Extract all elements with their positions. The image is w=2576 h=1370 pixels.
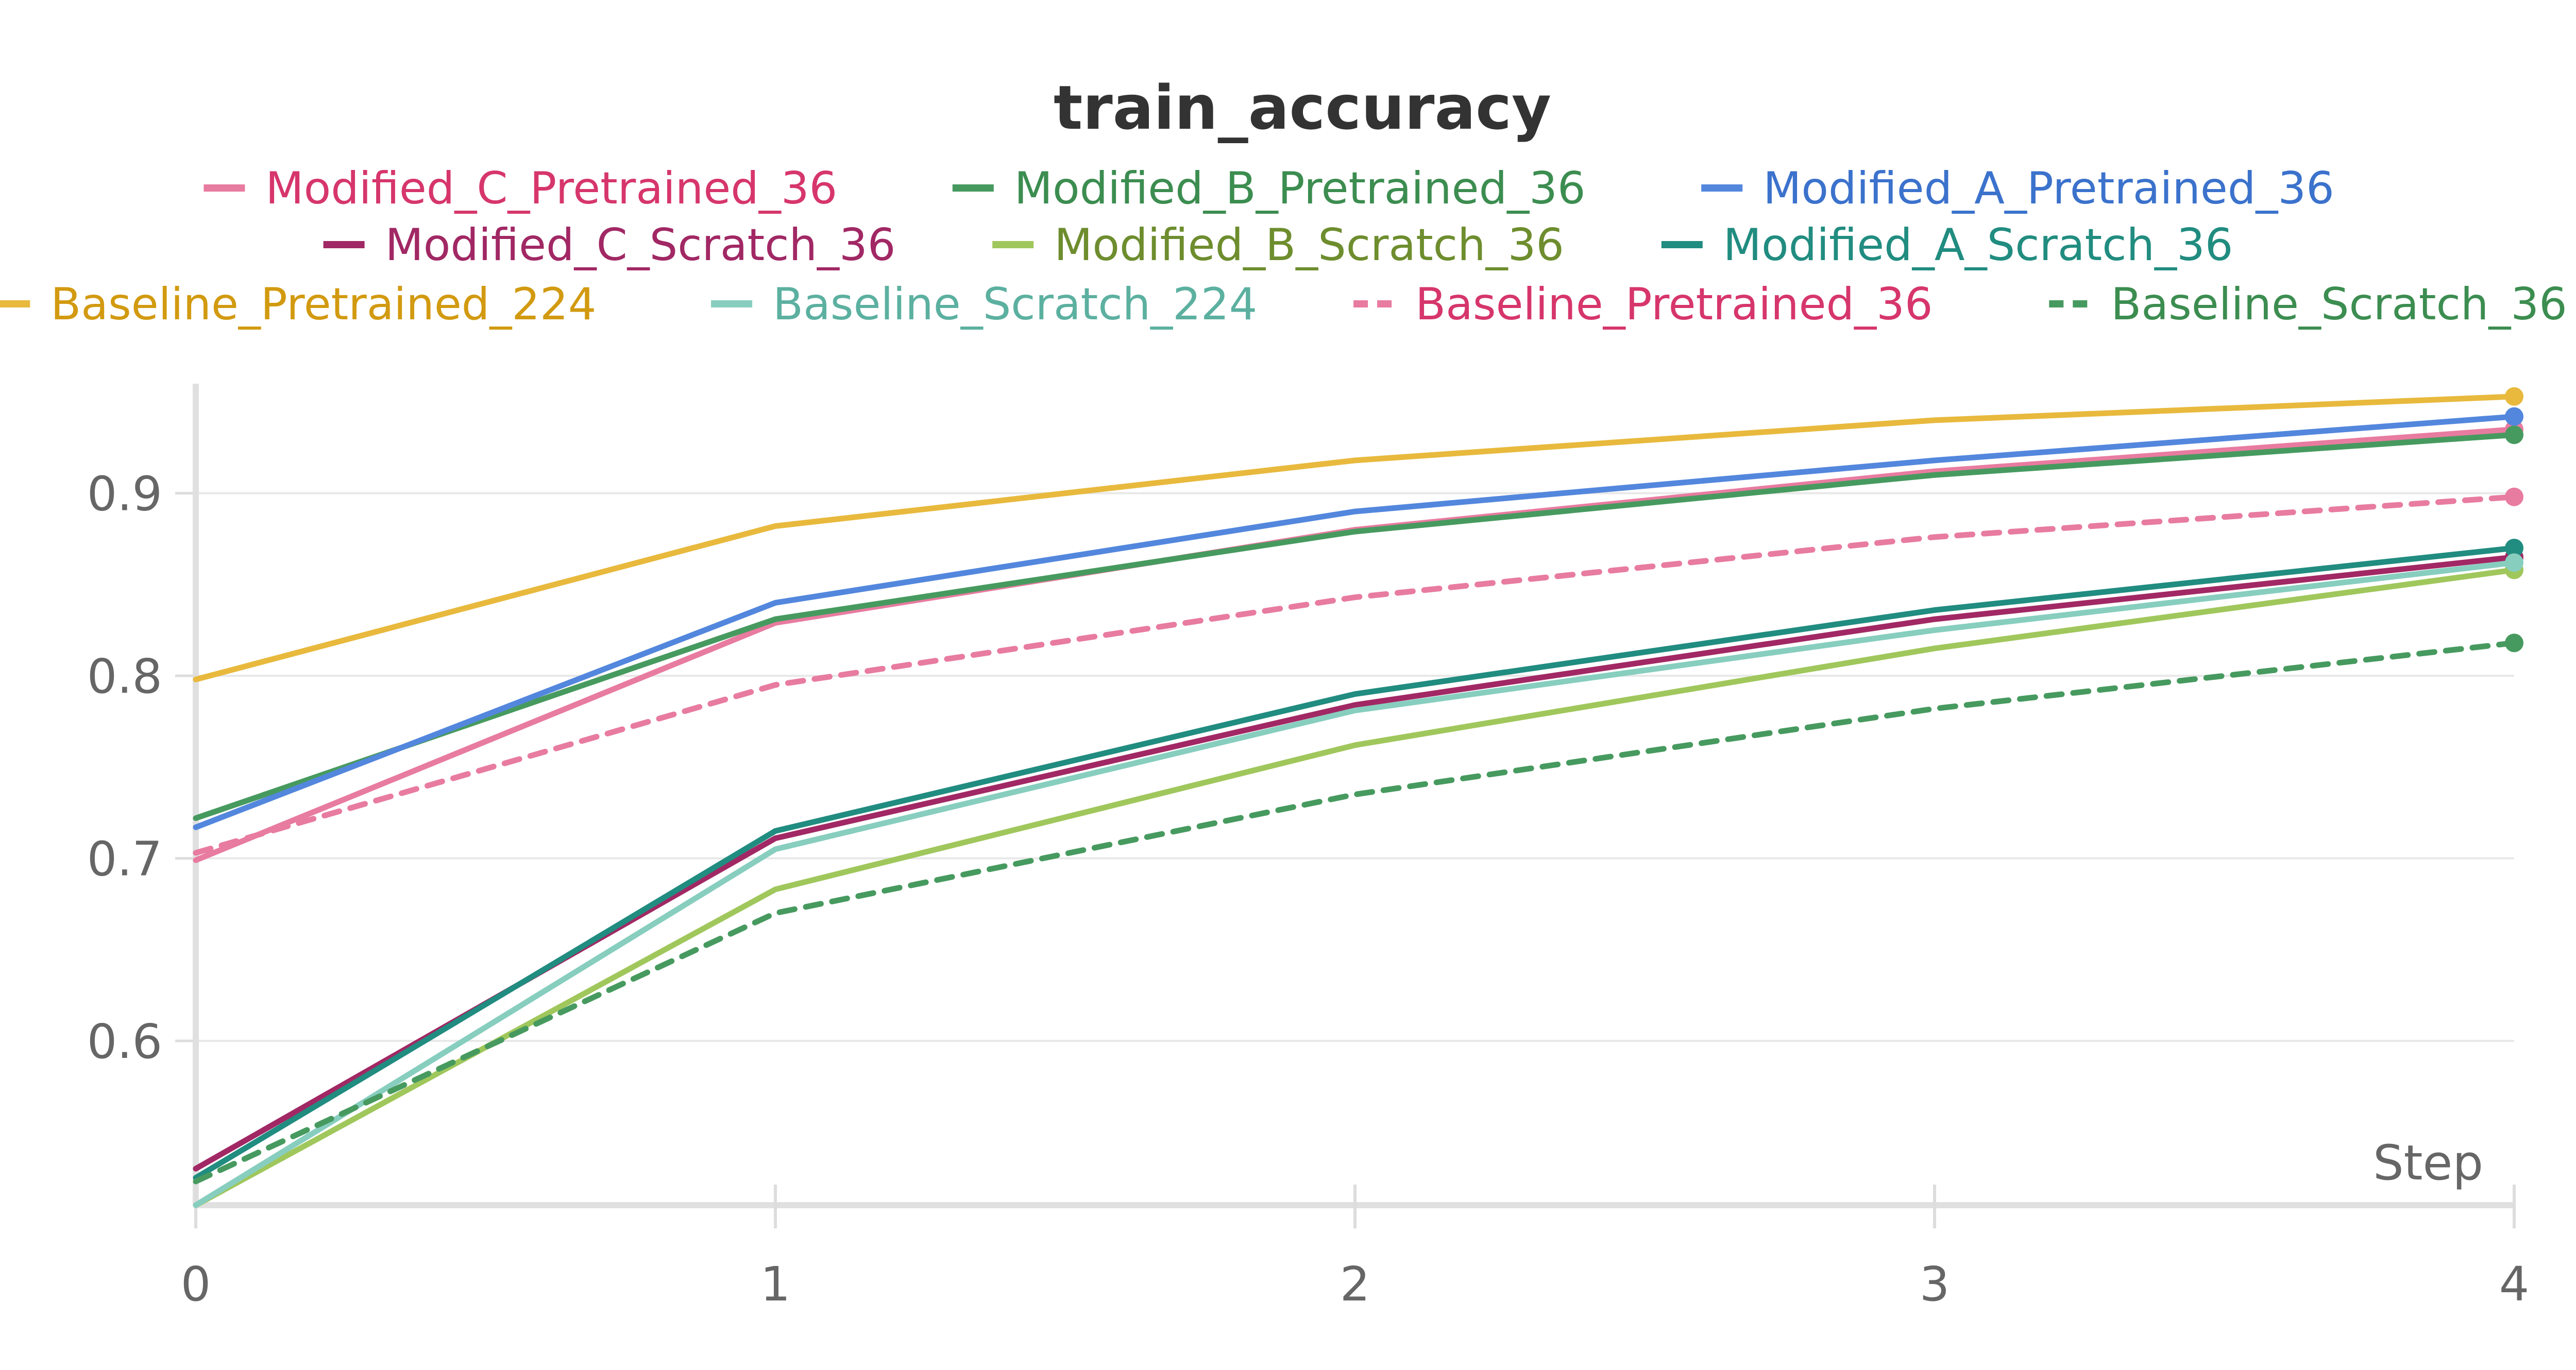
legend-label: Modified_A_Scratch_36 <box>1723 219 2233 271</box>
series-end-point <box>2505 425 2523 444</box>
series-end-point <box>2505 633 2523 653</box>
series-lines <box>193 393 2517 1208</box>
legend-item[interactable]: Baseline_Scratch_36 <box>2049 279 2567 330</box>
series-line-modified-a-scratch-36 <box>193 545 2517 1181</box>
legend-item[interactable]: Baseline_Scratch_224 <box>711 279 1257 330</box>
legend-item[interactable]: Modified_A_Scratch_36 <box>1661 219 2233 271</box>
end-points <box>2505 387 2523 653</box>
x-tick-label: 2 <box>1340 1257 1370 1312</box>
legend-item[interactable]: Modified_A_Pretrained_36 <box>1701 163 2334 214</box>
series-line-baseline-pretrained-36 <box>193 494 2517 856</box>
legend-label: Modified_C_Pretrained_36 <box>265 163 837 214</box>
series-end-point <box>2505 407 2523 426</box>
legend-label: Modified_A_Pretrained_36 <box>1763 163 2334 214</box>
legend-label: Modified_B_Pretrained_36 <box>1014 163 1586 214</box>
series-line-baseline-pretrained-224 <box>193 393 2517 682</box>
legend-label: Baseline_Pretrained_36 <box>1415 279 1933 330</box>
x-tick-label: 0 <box>181 1257 211 1312</box>
series-line-baseline-scratch-36 <box>193 640 2517 1185</box>
series-line-modified-b-pretrained-36 <box>193 432 2517 821</box>
series-end-point <box>2505 539 2523 557</box>
legend-item[interactable]: Baseline_Pretrained_224 <box>0 279 596 330</box>
legend-label: Modified_B_Scratch_36 <box>1054 219 1564 271</box>
series-line-modified-b-scratch-36 <box>193 567 2517 1208</box>
series-end-point <box>2505 387 2523 406</box>
x-axis-label: Step <box>2373 1135 2483 1191</box>
grid <box>196 492 2514 1042</box>
legend-label: Baseline_Scratch_36 <box>2111 279 2567 330</box>
y-tick-label: 0.6 <box>87 1014 162 1069</box>
x-tick-label: 3 <box>1920 1257 1950 1312</box>
series-end-point <box>2505 487 2523 506</box>
chart-title: train_accuracy <box>1054 72 1551 143</box>
x-tick-label: 4 <box>2499 1257 2530 1312</box>
series-line-modified-a-pretrained-36 <box>193 414 2517 830</box>
y-tick-label: 0.7 <box>87 832 162 887</box>
legend-item[interactable]: Baseline_Pretrained_36 <box>1353 279 1933 330</box>
legend-item[interactable]: Modified_B_Scratch_36 <box>992 219 1564 271</box>
legend: Modified_C_Pretrained_36 Modified_B_Pretr… <box>0 163 2567 330</box>
legend-label: Baseline_Scratch_224 <box>773 279 1257 330</box>
y-tick-label: 0.8 <box>87 649 162 704</box>
legend-label: Baseline_Pretrained_224 <box>50 279 596 330</box>
legend-item[interactable]: Modified_C_Scratch_36 <box>323 219 896 271</box>
x-tick-label: 1 <box>760 1257 791 1312</box>
legend-label: Modified_C_Scratch_36 <box>385 219 896 271</box>
series-end-point <box>2505 553 2523 572</box>
y-tick-label: 0.9 <box>87 467 162 522</box>
legend-item[interactable]: Modified_B_Pretrained_36 <box>952 163 1586 214</box>
axes: 0.6 0.7 0.8 0.9 0 1 2 3 4 <box>87 384 2530 1312</box>
series-line-modified-c-scratch-36 <box>193 554 2517 1172</box>
series-line-baseline-scratch-224 <box>193 559 2517 1208</box>
legend-item[interactable]: Modified_C_Pretrained_36 <box>204 163 837 214</box>
